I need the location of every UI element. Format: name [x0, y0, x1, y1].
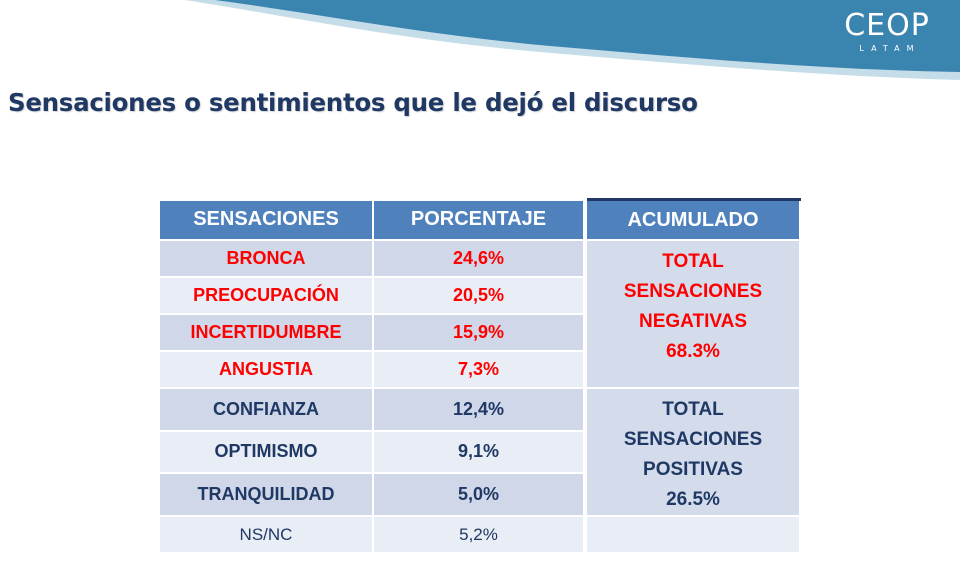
row-label: PREOCUPACIÓN [158, 276, 374, 315]
empty-acumulado-cell [583, 515, 801, 554]
table-row: PREOCUPACIÓN 20,5% [158, 276, 800, 315]
row-label: TRANQUILIDAD [158, 472, 374, 517]
negative-total-line: SENSACIONES [623, 281, 763, 302]
row-value: 5,0% [372, 472, 586, 517]
negative-total-cell: TOTAL SENSACIONES NEGATIVAS 68.3% [583, 239, 801, 389]
table-row: OPTIMISMO 9,1% [158, 429, 800, 475]
table-row: TRANQUILIDAD 5,0% [158, 472, 800, 517]
row-label: CONFIANZA [158, 387, 374, 432]
row-label: NS/NC [158, 515, 374, 554]
row-label: OPTIMISMO [158, 429, 374, 475]
header-acumulado: ACUMULADO [583, 198, 801, 241]
header-wave [185, 0, 960, 80]
positive-total-line: TOTAL [662, 399, 724, 420]
table-row: ANGUSTIA 7,3% [158, 350, 800, 389]
header-porcentaje: PORCENTAJE [372, 198, 586, 241]
row-value: 5,2% [372, 515, 586, 554]
row-value: 12,4% [372, 387, 586, 432]
table-row: INCERTIDUMBRE 15,9% [158, 313, 800, 352]
positive-total-line: POSITIVAS [643, 459, 743, 480]
positive-total-cell: TOTAL SENSACIONES POSITIVAS 26.5% [583, 387, 801, 517]
negative-total-line: TOTAL [662, 251, 724, 272]
table-row: BRONCA 24,6% TOTAL SENSACIONES NEGATIVAS… [158, 239, 801, 389]
table-header-row: SENSACIONES PORCENTAJE ACUMULADO [158, 198, 801, 241]
table-row: CONFIANZA 12,4% TOTAL SENSACIONES POSITI… [158, 387, 801, 517]
row-value: 20,5% [372, 276, 586, 315]
row-value: 9,1% [372, 429, 586, 475]
header-sensaciones: SENSACIONES [158, 198, 374, 241]
row-label: ANGUSTIA [158, 350, 374, 389]
logo-subtext: LATAM [859, 44, 921, 53]
positive-total-line: SENSACIONES [623, 429, 763, 450]
negative-total-line: NEGATIVAS [638, 311, 748, 332]
logo-text: CEOP [844, 8, 930, 43]
ceop-logo: CEOP LATAM [832, 10, 942, 60]
page-title: Sensaciones o sentimientos que le dejó e… [8, 88, 698, 117]
sensaciones-table: SENSACIONES PORCENTAJE ACUMULADO BRONCA … [158, 198, 801, 554]
positive-total-value: 26.5% [666, 489, 720, 510]
row-value: 15,9% [372, 313, 586, 352]
table-row: NS/NC 5,2% [158, 515, 801, 554]
row-label: BRONCA [158, 239, 374, 278]
row-value: 24,6% [372, 239, 586, 278]
row-value: 7,3% [372, 350, 586, 389]
row-label: INCERTIDUMBRE [158, 313, 374, 352]
negative-total-value: 68.3% [666, 341, 720, 362]
